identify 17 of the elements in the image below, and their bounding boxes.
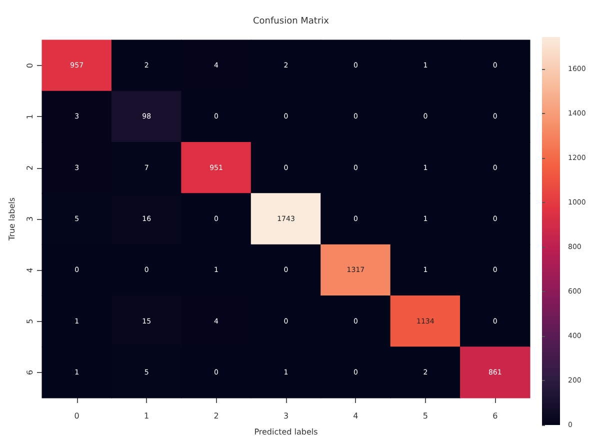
- y-tick-label: 5: [26, 318, 34, 324]
- x-tick-label: 0: [74, 412, 80, 420]
- y-tick-label: 0: [26, 63, 34, 68]
- x-tick-label: 2: [214, 412, 219, 420]
- y-tick-label: 4: [26, 268, 34, 273]
- x-tick-label: 3: [283, 412, 289, 420]
- x-tick-label: 6: [492, 412, 498, 420]
- chart-title: Confusion Matrix: [253, 16, 330, 26]
- x-tick-label: 1: [144, 412, 150, 420]
- x-tick-label: 4: [353, 412, 358, 420]
- y-axis-title: True labels: [8, 197, 16, 242]
- y-tick-label: 2: [26, 165, 34, 170]
- y-tick-label: 6: [26, 370, 34, 375]
- y-tick-label: 1: [26, 114, 34, 120]
- x-tick-label: 5: [422, 412, 428, 420]
- x-axis-title: Predicted labels: [254, 428, 318, 436]
- y-tick-label: 3: [26, 216, 34, 222]
